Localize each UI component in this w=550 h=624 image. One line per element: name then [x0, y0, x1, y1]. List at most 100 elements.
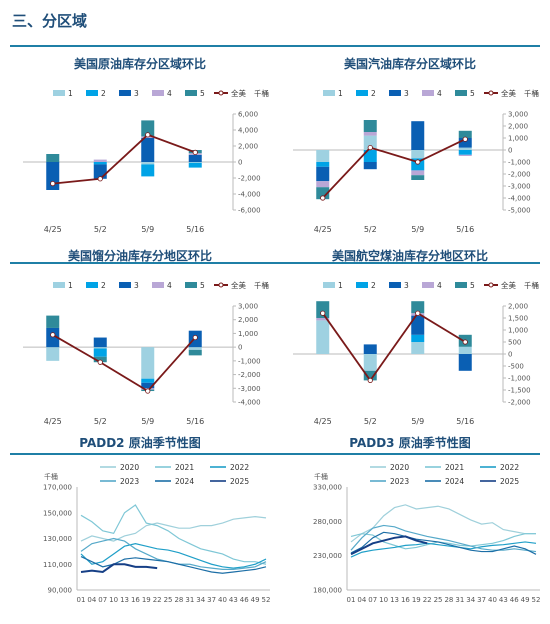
y-tick-label: 170,000 — [43, 484, 72, 492]
legend-swatch-1 — [53, 282, 65, 288]
x-tick-label: 5/16 — [186, 225, 204, 234]
legend-label-5: 5 — [470, 281, 475, 290]
x-tick-label: 10 — [379, 596, 388, 604]
x-tick-label: 5/9 — [141, 417, 154, 426]
bar-3-5/2 — [93, 337, 107, 348]
bar-1-5/2 — [93, 347, 107, 349]
bar-5-5/9 — [411, 301, 425, 314]
y-tick-label: 150,000 — [43, 509, 72, 517]
total-point-4/25 — [320, 195, 326, 201]
total-line — [52, 334, 196, 393]
crude-region-chart: 美国原油库存分区域环比 1 2 3 4 5 全美 千桶 6,000 4,000 2,000 0 -2,0… — [5, 52, 275, 260]
legend-label-3: 3 — [134, 281, 139, 290]
total-point-4/25 — [50, 181, 56, 187]
x-tick-label: 07 — [98, 596, 107, 604]
x-tick-label: 07 — [368, 596, 377, 604]
legend-swatch-2 — [86, 90, 98, 96]
legend-swatch-5 — [455, 90, 467, 96]
x-tick-label: 34 — [466, 596, 475, 604]
bar-5-5/2 — [93, 356, 107, 363]
y-tick-label: 2,000 — [238, 316, 258, 324]
y-tick-label: 3,000 — [508, 111, 528, 119]
y-tick-label: 2,000 — [238, 143, 258, 151]
legend-swatch-1 — [323, 282, 335, 288]
total-point-5/9 — [415, 159, 421, 165]
legend-swatch-5 — [185, 282, 197, 288]
total-point-4/25 — [50, 332, 56, 338]
legend-label-total: 全美 — [501, 88, 516, 98]
x-tick-label: 5/9 — [411, 225, 424, 234]
total-line — [322, 138, 466, 199]
legend-swatch-1 — [53, 90, 65, 96]
bar-5-4/25 — [316, 187, 330, 200]
legend-label-total: 全美 — [501, 280, 516, 290]
y-tick-label: 1,000 — [508, 135, 528, 143]
bar-2-5/2 — [93, 162, 107, 165]
bar-1-5/9 — [411, 342, 425, 354]
bar-2-5/9 — [141, 164, 155, 177]
legend-label-4: 4 — [167, 89, 172, 98]
bar-5-5/9 — [411, 175, 425, 180]
x-tick-label: 43 — [499, 596, 508, 604]
legend-label-5: 5 — [200, 89, 205, 98]
bar-5-4/25 — [46, 315, 60, 328]
y-tick-label: 0 — [238, 159, 242, 167]
bar-4-4/25 — [316, 181, 330, 188]
y-tick-label: -2,000 — [508, 399, 531, 407]
x-tick-label: 31 — [455, 596, 464, 604]
y-tick-label: 90,000 — [48, 587, 73, 595]
legend-marker-total — [488, 282, 494, 288]
x-tick-label: 28 — [444, 596, 453, 604]
x-tick-label: 49 — [251, 596, 260, 604]
legend-swatch-3 — [389, 90, 401, 96]
total-line — [322, 311, 466, 382]
x-tick-label: 19 — [142, 596, 151, 604]
x-tick-label: 46 — [240, 596, 249, 604]
bar-5-4/25 — [316, 301, 330, 318]
y-tick-label: 180,000 — [313, 587, 342, 595]
legend-label-2021: 2021 — [175, 463, 194, 472]
series-line-2023 — [80, 537, 267, 570]
gasoline-region-chart: 美国汽油库存分区域环比 1 2 3 4 5 全美 千桶 3,000 2,000 1,000 0 -1,0… — [275, 52, 545, 260]
total-line — [52, 133, 196, 185]
unit-label: 千桶 — [314, 472, 328, 481]
divider-bottom — [10, 453, 540, 455]
y-tick-label: -1,000 — [238, 357, 261, 365]
series-line-2022 — [80, 543, 267, 569]
x-tick-label: 5/9 — [141, 225, 154, 234]
y-tick-label: -4,000 — [238, 191, 261, 199]
padd3-seasonal-chart: PADD3 原油季节性图 2020 2021 2022 2023 2024 2025 千桶 33… — [275, 432, 545, 622]
x-tick-label: 28 — [174, 596, 183, 604]
jetfuel-region-chart: 美国航空煤油库存分地区环比 1 2 3 4 5 全美 千桶 2,000 1,500 1,000 500… — [275, 244, 545, 454]
unit-label: 千桶 — [524, 280, 539, 290]
y-tick-label: -3,000 — [508, 183, 531, 191]
total-point-5/9 — [145, 388, 151, 394]
legend-swatch-1 — [323, 90, 335, 96]
bar-5-4/25 — [46, 154, 60, 162]
series-line-2021 — [80, 504, 267, 565]
x-tick-label: 13 — [120, 596, 129, 604]
total-point-5/16 — [462, 136, 468, 142]
legend-label-2025: 2025 — [500, 477, 519, 486]
y-tick-label: -2,000 — [238, 371, 261, 379]
bar-1-4/25 — [46, 347, 60, 361]
bar-1-4/25 — [316, 320, 330, 354]
bar-4-5/16 — [458, 154, 472, 156]
legend-swatch-4 — [152, 90, 164, 96]
bar-3-5/16 — [458, 138, 472, 148]
y-tick-label: 330,000 — [313, 484, 342, 492]
chart-title: PADD3 原油季节性图 — [349, 435, 470, 450]
legend-swatch-5 — [185, 90, 197, 96]
x-tick-label: 16 — [131, 596, 140, 604]
total-point-5/9 — [415, 310, 421, 316]
x-tick-label: 4/25 — [44, 225, 62, 234]
x-tick-label: 22 — [423, 596, 432, 604]
legend-label-2: 2 — [101, 281, 106, 290]
legend-label-total: 全美 — [231, 88, 246, 98]
bar-2-5/9 — [411, 334, 425, 342]
seasonal-svg-4: PADD2 原油季节性图 2020 2021 2022 2023 2024 2025 千桶 17… — [43, 435, 270, 604]
legend-label-4: 4 — [437, 281, 442, 290]
x-tick-label: 5/2 — [364, 225, 377, 234]
bar-3-5/9 — [141, 382, 155, 389]
y-tick-label: -1,000 — [508, 159, 531, 167]
